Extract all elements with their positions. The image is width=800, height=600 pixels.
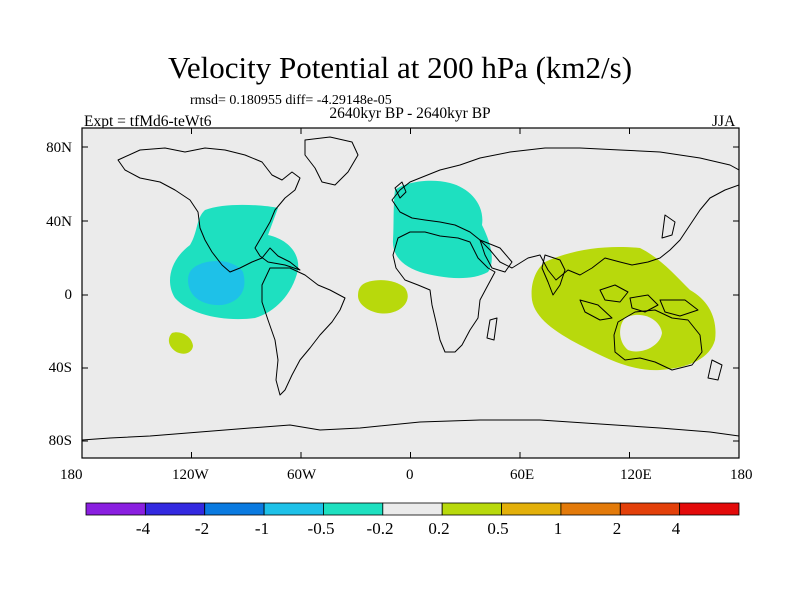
colorbar-box <box>441 502 502 516</box>
x-tick-label: 60E <box>510 467 535 483</box>
colorbar-label: -1 <box>254 519 270 538</box>
x-tick-label: 120E <box>620 467 652 483</box>
colorbar-label: -2 <box>194 519 210 538</box>
y-tick-marks <box>82 146 739 442</box>
coastlines <box>82 136 739 441</box>
x-tick-label: 60W <box>287 467 317 483</box>
colorbar-label: 4 <box>671 519 681 538</box>
colorbar-label: 2 <box>612 519 622 538</box>
colorbar-box <box>560 502 621 516</box>
colorbar-label: -0.2 <box>366 519 394 538</box>
colorbar-box <box>204 502 265 516</box>
colorbar <box>85 502 740 516</box>
experiment-label: Expt = tfMd6-teWt6 <box>84 113 212 130</box>
colorbar-label: -4 <box>135 519 151 538</box>
x-tick-label: 120W <box>172 467 209 483</box>
colorbar-box <box>501 502 562 516</box>
colorbar-label: 1 <box>553 519 563 538</box>
anomaly-north-africa-europe <box>392 180 492 279</box>
colorbar-label: 0.5 <box>487 519 509 538</box>
stats-line: rmsd= 0.180955 diff= -4.29148e-05 <box>190 93 392 108</box>
colorbar-box <box>263 502 324 516</box>
colorbar-box <box>679 502 740 516</box>
y-tick-label: 40S <box>48 360 72 376</box>
x-tick-label: 0 <box>406 467 414 483</box>
anomaly-tropical-atlantic <box>358 280 408 314</box>
y-tick-label: 40N <box>46 214 72 230</box>
y-tick-label: 80N <box>46 140 72 156</box>
plot-subtitle: 2640kyr BP - 2640kyr BP <box>329 105 491 122</box>
x-tick-label: 180 <box>60 467 83 483</box>
y-tick-label: 80S <box>48 433 72 449</box>
y-tick-label: 0 <box>64 287 73 303</box>
anomaly-indo-pacific <box>531 246 716 371</box>
plot-title: Velocity Potential at 200 hPa (km2/s) <box>167 50 633 85</box>
x-tick-label: 180 <box>730 467 753 483</box>
colorbar-box <box>382 502 443 516</box>
season-label: JJA <box>712 113 736 130</box>
anomaly-southeast-pacific <box>168 332 193 354</box>
colorbar-box <box>619 502 681 516</box>
colorbar-label: 0.2 <box>428 519 450 538</box>
anomaly-gap-australia <box>620 314 662 352</box>
colorbar-box <box>85 502 146 516</box>
colorbar-box <box>144 502 206 516</box>
x-tick-marks <box>81 128 740 458</box>
colorbar-label: -0.5 <box>307 519 335 538</box>
colorbar-box <box>323 502 384 516</box>
